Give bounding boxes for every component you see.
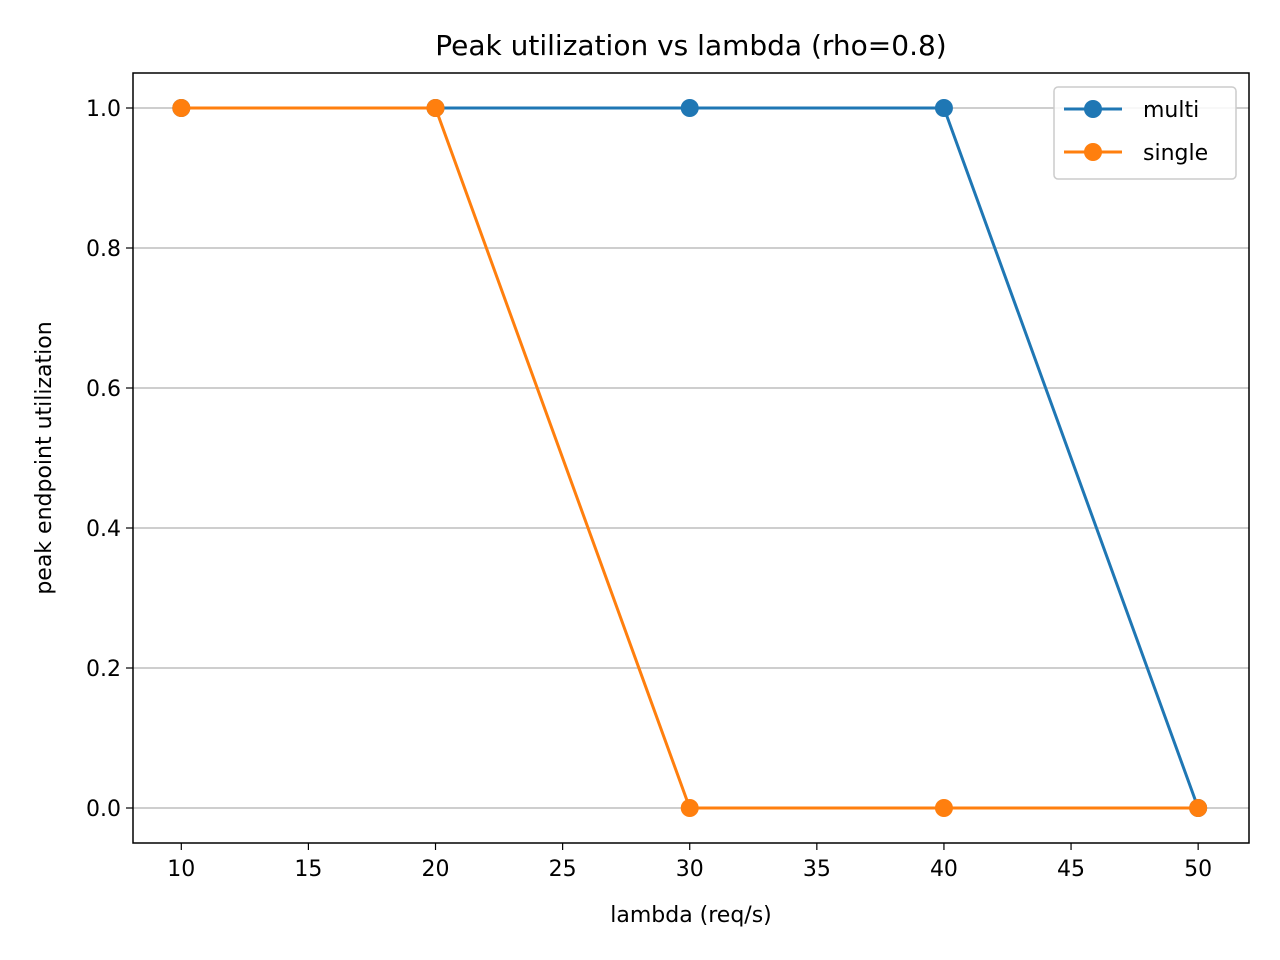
x-axis-label: lambda (req/s) — [610, 903, 772, 928]
data-point-multi — [934, 99, 953, 117]
data-point-single — [680, 799, 699, 817]
x-tick-label: 35 — [803, 857, 831, 882]
x-tick-label: 40 — [930, 857, 958, 882]
chart-title: Peak utilization vs lambda (rho=0.8) — [435, 29, 946, 62]
y-tick-label: 0.2 — [86, 657, 121, 682]
x-tick-label: 15 — [294, 857, 322, 882]
data-point-single — [172, 99, 191, 117]
y-tick-label: 0.0 — [86, 797, 121, 822]
x-tick-label: 50 — [1184, 857, 1212, 882]
plot-frame — [132, 72, 1250, 844]
series-layer — [172, 99, 1208, 817]
x-tick-label: 45 — [1057, 857, 1085, 882]
legend-marker-multi — [1084, 100, 1102, 118]
y-tick-label: 0.6 — [86, 377, 121, 402]
x-tick-label: 10 — [167, 857, 195, 882]
legend-label-single: single — [1143, 141, 1208, 166]
legend-label-multi: multi — [1143, 98, 1199, 123]
x-tick-label: 20 — [422, 857, 450, 882]
data-point-single — [934, 799, 953, 817]
y-tick-label: 1.0 — [86, 97, 121, 122]
x-tick-label: 30 — [676, 857, 704, 882]
y-axis-label: peak endpoint utilization — [32, 321, 57, 594]
legend-marker-single — [1084, 143, 1102, 161]
axis-ticks: 0.0 0.2 0.4 0.6 0.8 1.0 10 15 20 25 30 35 40 45 50 — [86, 97, 1212, 882]
data-point-single — [1189, 799, 1208, 817]
x-tick-label: 25 — [549, 857, 577, 882]
y-tick-label: 0.4 — [86, 517, 121, 542]
data-point-single — [426, 99, 445, 117]
data-point-multi — [680, 99, 699, 117]
series-single — [172, 99, 1208, 817]
legend-swatches — [1064, 100, 1122, 161]
y-tick-label: 0.8 — [86, 237, 121, 262]
legend: multi single — [1053, 86, 1237, 180]
